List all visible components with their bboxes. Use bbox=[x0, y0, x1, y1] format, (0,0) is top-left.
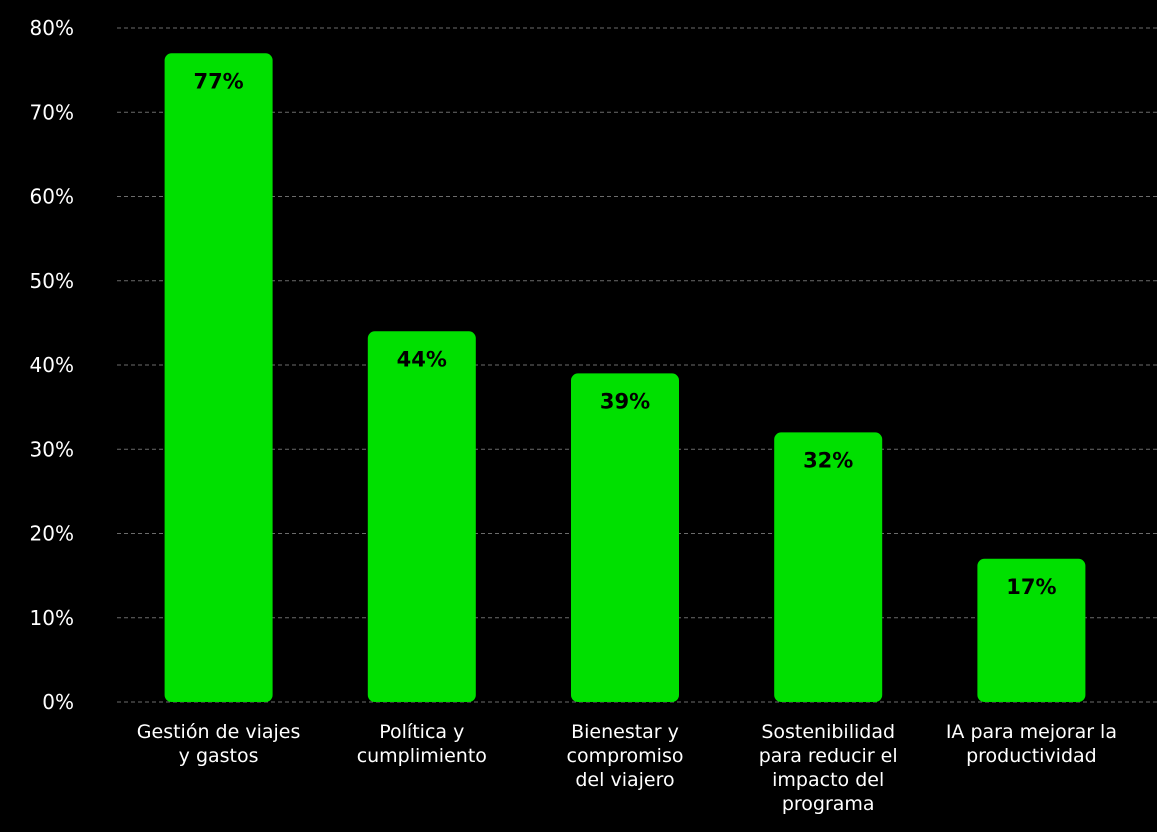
x-category-label: para reducir el bbox=[759, 745, 898, 767]
x-category-label: del viajero bbox=[575, 769, 674, 791]
y-tick-label: 40% bbox=[30, 353, 74, 377]
bar bbox=[164, 53, 273, 702]
bar-value-label: 32% bbox=[803, 448, 853, 472]
y-tick-label: 10% bbox=[30, 606, 74, 630]
x-category-label: Bienestar y bbox=[571, 721, 679, 743]
y-tick-label: 80% bbox=[30, 16, 74, 40]
x-category-label: Política y bbox=[379, 721, 464, 743]
y-tick-label: 60% bbox=[30, 185, 74, 209]
x-category-label: cumplimiento bbox=[357, 745, 487, 767]
y-axis-ticks: 0% 10% 20% 30% 40% 50% 60% 70% 80% bbox=[30, 16, 74, 714]
bar bbox=[367, 331, 476, 702]
bar bbox=[977, 558, 1086, 702]
x-category-label: y gastos bbox=[179, 745, 259, 767]
bar bbox=[571, 373, 679, 702]
x-category-label: productividad bbox=[966, 745, 1097, 767]
x-category-label: impacto del bbox=[772, 769, 884, 791]
x-category-label: Sostenibilidad bbox=[761, 721, 895, 743]
y-tick-label: 0% bbox=[42, 690, 74, 714]
y-tick-label: 30% bbox=[30, 437, 74, 461]
bar-value-label: 39% bbox=[600, 389, 650, 413]
x-category-label: Gestión de viajes bbox=[137, 721, 301, 743]
bar bbox=[774, 432, 883, 702]
bar-value-label: 77% bbox=[193, 69, 243, 93]
bars: 77% 44% 39% 32% 17% bbox=[164, 53, 1086, 702]
y-tick-label: 70% bbox=[30, 100, 74, 124]
x-category-label: IA para mejorar la bbox=[946, 721, 1117, 743]
bar-value-label: 44% bbox=[397, 347, 447, 371]
bar-value-label: 17% bbox=[1006, 575, 1056, 599]
y-tick-label: 20% bbox=[30, 522, 74, 546]
x-category-label: programa bbox=[782, 793, 875, 815]
x-category-label: compromiso bbox=[567, 745, 684, 767]
y-tick-label: 50% bbox=[30, 269, 74, 293]
